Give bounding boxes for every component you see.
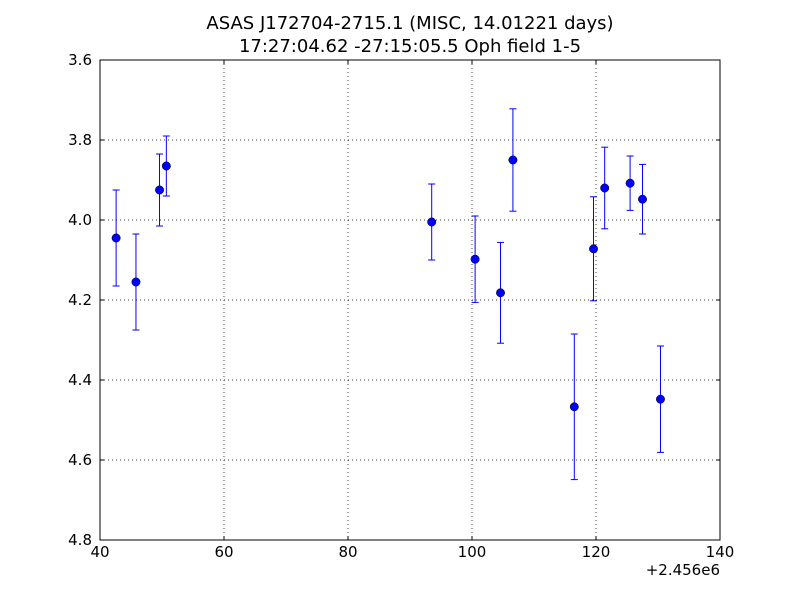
y-tick-label: 3.6 (68, 51, 92, 69)
data-point (496, 288, 505, 298)
y-tick-label: 4.2 (68, 291, 92, 309)
data-point (600, 183, 610, 193)
data-point (427, 217, 437, 227)
data-point (131, 277, 141, 287)
data-point (161, 161, 171, 171)
y-tick-label: 4.6 (68, 451, 92, 469)
data-point (508, 155, 518, 165)
data-point (638, 194, 647, 204)
plot-area-frame (99, 59, 721, 541)
axis-ticks: 40 60 80 100 120 140 3.6 3.8 4.0 4.2 4.4 4.6 4.8 (68, 51, 734, 561)
y-tick-label: 4.4 (68, 371, 92, 389)
grid (100, 60, 720, 540)
x-tick-label: 40 (90, 543, 109, 561)
data-point (155, 185, 164, 195)
data-point (656, 394, 665, 404)
x-tick-label: 120 (582, 543, 611, 561)
y-tick-label: 3.8 (68, 131, 92, 149)
x-tick-label: 60 (214, 543, 233, 561)
chart-title-line2: 17:27:04.62 -27:15:05.5 Oph field 1-5 (239, 36, 581, 57)
data-series (111, 108, 665, 481)
data-point (625, 178, 635, 188)
x-tick-label: 80 (338, 543, 357, 561)
data-point (589, 244, 598, 254)
y-tick-label: 4.0 (68, 211, 92, 229)
x-axis-offset-label: +2.456e6 (646, 561, 720, 579)
data-point (111, 233, 121, 243)
y-tick-label: 4.8 (68, 531, 92, 549)
x-tick-label: 140 (706, 543, 735, 561)
data-point (569, 402, 579, 412)
chart-title-line1: ASAS J172704-2715.1 (MISC, 14.01221 days… (206, 13, 613, 34)
data-point (470, 254, 480, 264)
x-tick-label: 100 (458, 543, 487, 561)
